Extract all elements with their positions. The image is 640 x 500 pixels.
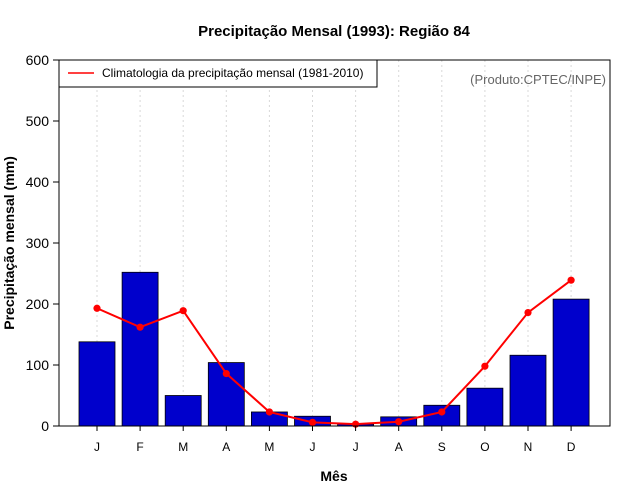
y-tick-label: 100: [26, 357, 50, 373]
climatology-line-series: [93, 276, 575, 428]
x-tick-label: A: [395, 440, 403, 454]
x-axis-label: Mês: [320, 468, 347, 484]
climatology-point-11: [524, 308, 532, 317]
bar-2: [121, 271, 159, 427]
x-tick-label: S: [438, 440, 446, 454]
bar-10: [466, 387, 504, 427]
climatology-point-9: [438, 408, 446, 416]
climatology-point-4: [222, 369, 230, 378]
x-tick-label: J: [353, 440, 359, 454]
climatology-point-5: [265, 408, 273, 416]
y-tick-label: 600: [26, 52, 50, 68]
vertical-gridlines: [96, 60, 572, 426]
bar-12: [552, 298, 590, 427]
x-tick-label: N: [524, 440, 533, 454]
chart-title: Precipitação Mensal (1993): Região 84: [198, 23, 470, 40]
x-tick-label: J: [310, 440, 316, 454]
x-tick-label: J: [94, 440, 100, 454]
bar-1: [78, 341, 116, 427]
x-tick-label: O: [480, 440, 489, 454]
y-tick-label: 300: [26, 235, 50, 251]
source-annotation: (Produto:CPTEC/INPE): [470, 72, 606, 87]
bar-series: [78, 271, 590, 427]
climatology-point-1: [93, 304, 101, 312]
legend-label-climatology: Climatologia da precipitação mensal (198…: [102, 66, 363, 80]
climatology-point-12: [567, 276, 575, 284]
y-tick-label: 500: [26, 113, 50, 129]
climatology-point-2: [136, 323, 144, 331]
x-tick-label: F: [136, 440, 143, 454]
y-axis: 0 100 200 300 400 500 600: [26, 52, 59, 434]
bar-11: [509, 354, 547, 427]
x-tick-label: A: [222, 440, 230, 454]
legend-box: [58, 59, 378, 88]
y-tick-label: 200: [26, 296, 50, 312]
x-tick-label: M: [264, 440, 274, 454]
climatology-point-6: [308, 418, 317, 426]
bar-3: [164, 395, 202, 427]
climatology-point-8: [395, 418, 403, 426]
y-tick-label: 0: [41, 418, 49, 434]
climatology-point-3: [179, 307, 187, 315]
climatology-line: [96, 279, 572, 426]
x-tick-label: D: [567, 440, 576, 454]
y-axis-label: Precipitação mensal (mm): [1, 156, 17, 330]
x-tick-label: M: [178, 440, 188, 454]
legend: Climatologia da precipitação mensal (198…: [58, 59, 378, 88]
y-tick-label: 400: [26, 174, 50, 190]
climatology-point-10: [481, 362, 489, 370]
